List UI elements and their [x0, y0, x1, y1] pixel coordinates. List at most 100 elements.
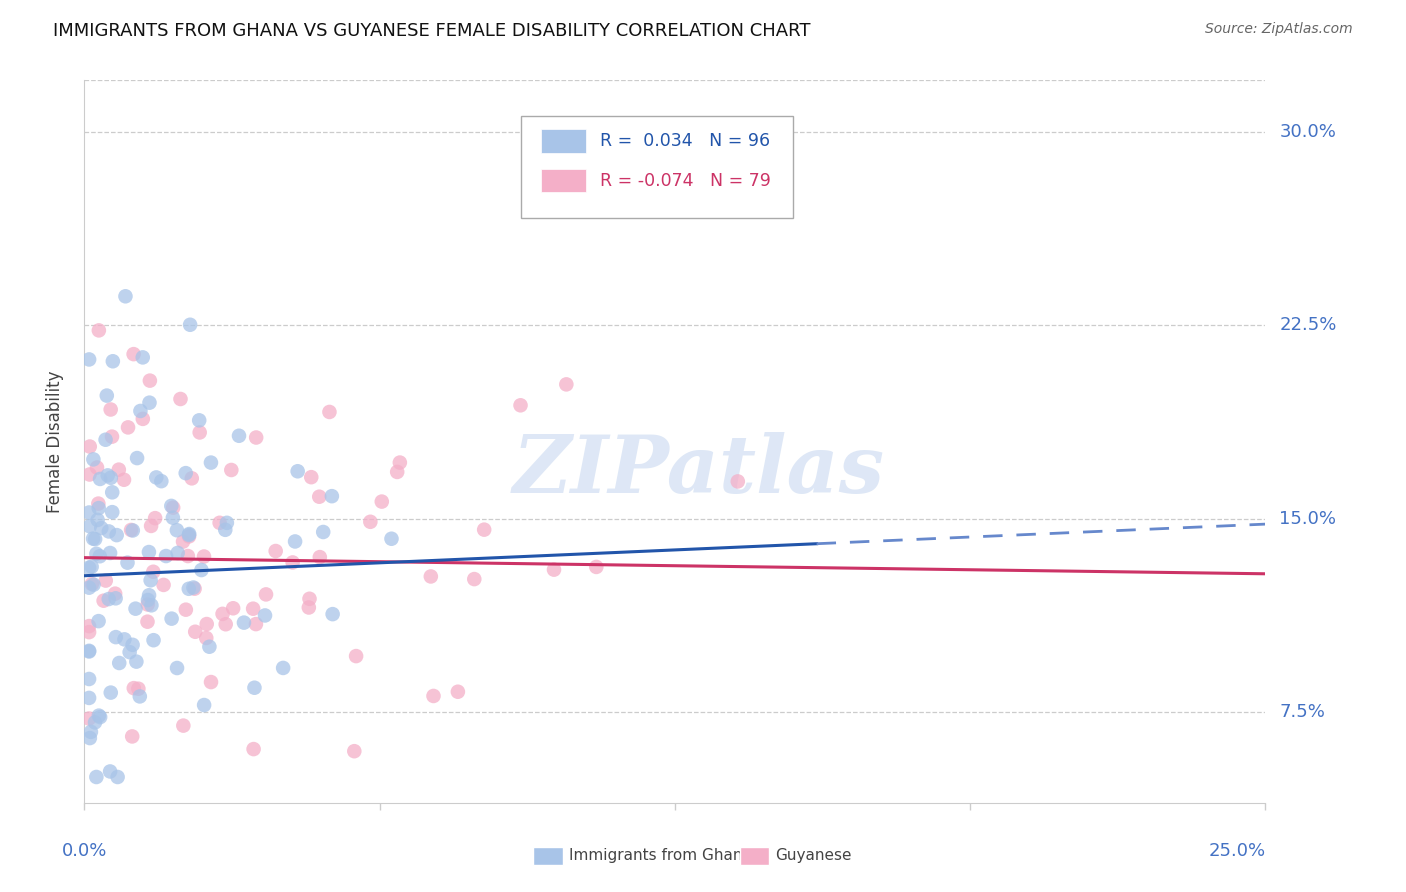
- Point: [180, 471, 202, 485]
- Point: [93, 593, 115, 607]
- Point: [318, 405, 340, 419]
- Point: [228, 429, 250, 443]
- Point: [166, 523, 188, 537]
- Point: [312, 524, 335, 539]
- Point: [138, 588, 160, 602]
- Point: [114, 632, 136, 647]
- Point: [152, 578, 174, 592]
- Point: [97, 524, 120, 539]
- Text: R =  0.034   N = 96: R = 0.034 N = 96: [600, 132, 770, 150]
- Point: [233, 615, 256, 630]
- Point: [264, 544, 287, 558]
- Point: [242, 601, 264, 615]
- Point: [190, 563, 212, 577]
- Point: [114, 289, 136, 303]
- Text: Source: ZipAtlas.com: Source: ZipAtlas.com: [1205, 22, 1353, 37]
- Point: [100, 402, 122, 417]
- Point: [80, 725, 103, 739]
- Point: [129, 404, 152, 418]
- Point: [89, 710, 111, 724]
- Point: [359, 515, 381, 529]
- Point: [208, 516, 231, 530]
- Point: [77, 352, 100, 367]
- Point: [155, 549, 177, 563]
- Point: [117, 556, 139, 570]
- Point: [281, 556, 304, 570]
- Point: [122, 681, 145, 695]
- Point: [177, 528, 200, 542]
- Point: [98, 546, 121, 560]
- Point: [322, 607, 344, 621]
- Point: [89, 472, 111, 486]
- Point: [141, 599, 163, 613]
- Point: [87, 501, 110, 516]
- Point: [86, 460, 108, 475]
- Point: [145, 470, 167, 484]
- Point: [77, 625, 100, 640]
- Text: IMMIGRANTS FROM GHANA VS GUYANESE FEMALE DISABILITY CORRELATION CHART: IMMIGRANTS FROM GHANA VS GUYANESE FEMALE…: [53, 22, 811, 40]
- Point: [142, 633, 165, 648]
- Point: [243, 681, 266, 695]
- FancyBboxPatch shape: [522, 117, 793, 218]
- Point: [308, 490, 330, 504]
- Point: [84, 532, 107, 546]
- Text: 15.0%: 15.0%: [1279, 510, 1336, 528]
- FancyBboxPatch shape: [541, 169, 586, 193]
- Point: [174, 466, 197, 480]
- Point: [177, 549, 200, 563]
- FancyBboxPatch shape: [541, 129, 586, 153]
- Point: [108, 656, 131, 670]
- Point: [727, 475, 749, 489]
- Point: [127, 681, 149, 696]
- Point: [447, 684, 470, 698]
- Point: [177, 582, 200, 596]
- Text: 30.0%: 30.0%: [1279, 123, 1336, 141]
- Point: [215, 617, 238, 632]
- Point: [308, 550, 330, 565]
- Point: [87, 323, 110, 337]
- Point: [169, 392, 191, 406]
- Point: [77, 690, 100, 705]
- Point: [299, 470, 322, 484]
- Point: [388, 456, 411, 470]
- Point: [245, 430, 267, 444]
- Point: [82, 452, 104, 467]
- Point: [284, 534, 307, 549]
- Point: [89, 549, 111, 564]
- Point: [90, 521, 112, 535]
- Point: [179, 318, 201, 332]
- Point: [245, 617, 267, 632]
- Point: [86, 770, 108, 784]
- Point: [87, 497, 110, 511]
- Point: [118, 645, 141, 659]
- Point: [77, 581, 100, 595]
- Point: [195, 631, 218, 645]
- Point: [97, 592, 120, 607]
- Point: [94, 433, 117, 447]
- Point: [101, 485, 124, 500]
- Point: [298, 600, 321, 615]
- Text: 22.5%: 22.5%: [1279, 317, 1337, 334]
- Point: [83, 577, 105, 591]
- Point: [121, 638, 143, 652]
- Point: [108, 463, 131, 477]
- Point: [298, 591, 321, 606]
- Point: [254, 587, 277, 601]
- Point: [121, 524, 143, 538]
- Text: ZIPatlas: ZIPatlas: [512, 432, 884, 509]
- Point: [101, 430, 124, 444]
- Point: [174, 602, 197, 616]
- Point: [139, 574, 162, 588]
- Point: [136, 615, 159, 629]
- Point: [138, 395, 160, 409]
- Point: [172, 534, 194, 549]
- Point: [287, 464, 309, 478]
- Point: [112, 473, 135, 487]
- Text: 25.0%: 25.0%: [1208, 842, 1265, 860]
- Point: [136, 593, 159, 607]
- Point: [321, 489, 343, 503]
- Point: [183, 582, 205, 596]
- Point: [385, 465, 408, 479]
- Point: [344, 649, 367, 664]
- Point: [555, 377, 578, 392]
